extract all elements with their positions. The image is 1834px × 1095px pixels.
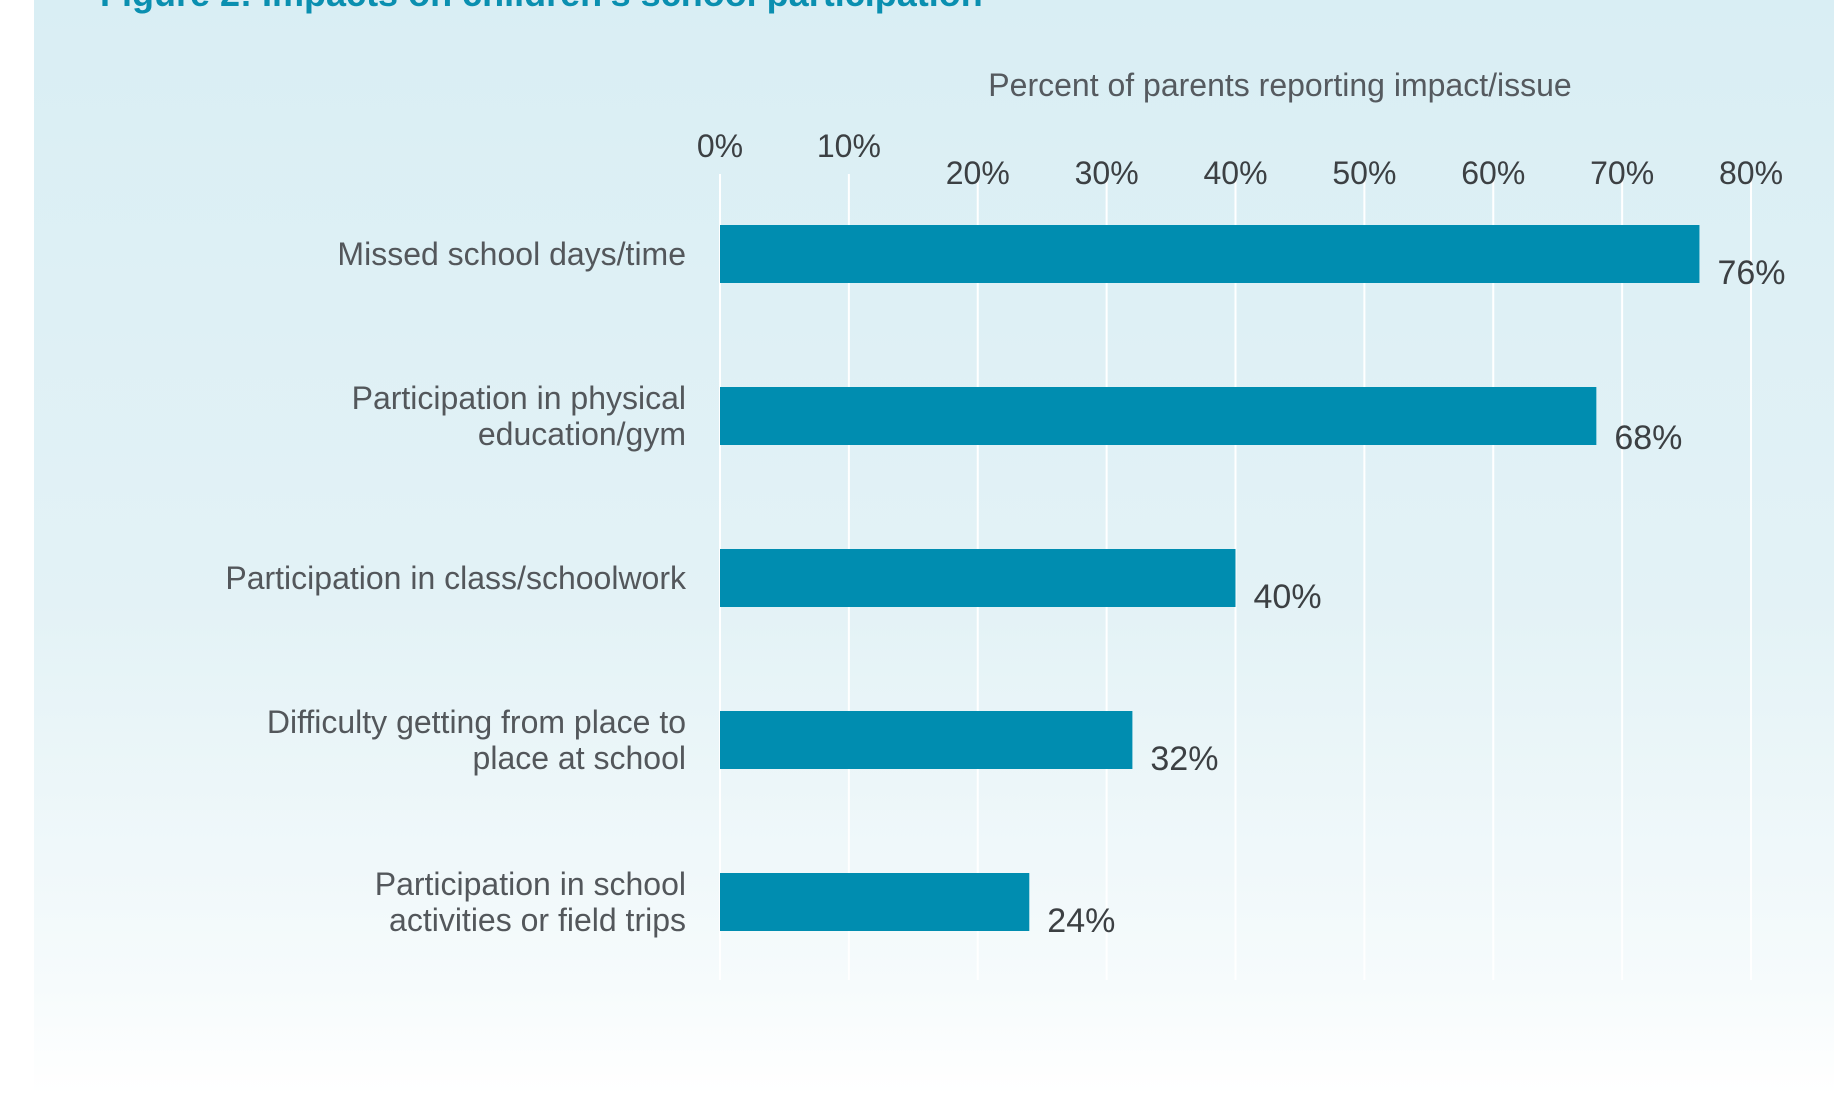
x-tick-label: 40%	[1203, 155, 1267, 191]
x-tick-label: 60%	[1461, 155, 1525, 191]
x-tick-label: 70%	[1590, 155, 1654, 191]
bar	[720, 225, 1700, 283]
bar-value-label: 68%	[1614, 419, 1682, 457]
category-label: Participation in school activities or fie…	[375, 866, 686, 938]
chart-title: Figure 2: Impacts on children's school p…	[100, 0, 983, 14]
bar-value-label: 24%	[1047, 902, 1115, 940]
bar-value-label: 32%	[1150, 740, 1218, 778]
category-label: Missed school days/time	[337, 236, 686, 272]
category-label: Participation in class/schoolwork	[225, 560, 687, 596]
category-label: Difficulty getting from place to place at…	[267, 704, 686, 776]
bar	[720, 711, 1133, 769]
bar	[720, 873, 1030, 931]
x-tick-label: 50%	[1332, 155, 1396, 191]
bar	[720, 549, 1236, 607]
x-axis-label: Percent of parents reporting impact/issu…	[988, 67, 1571, 103]
bar-value-label: 40%	[1254, 578, 1322, 616]
x-tick-label: 30%	[1075, 155, 1139, 191]
x-tick-label: 10%	[817, 128, 881, 164]
bar	[720, 387, 1597, 445]
x-tick-label: 20%	[946, 155, 1010, 191]
bar-value-label: 76%	[1717, 254, 1785, 292]
x-tick-label: 0%	[697, 128, 743, 164]
x-tick-label: 80%	[1719, 155, 1783, 191]
category-label: Participation in physical education/gym	[352, 380, 686, 452]
